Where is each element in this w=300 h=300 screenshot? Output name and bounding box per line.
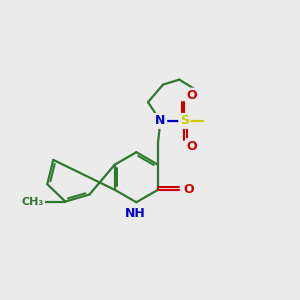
Text: O: O — [186, 140, 197, 153]
Text: S: S — [180, 114, 189, 128]
Text: O: O — [183, 183, 194, 196]
Text: CH₃: CH₃ — [22, 196, 44, 206]
Text: O: O — [186, 89, 197, 102]
Text: NH: NH — [124, 207, 145, 220]
Text: N: N — [155, 114, 166, 128]
